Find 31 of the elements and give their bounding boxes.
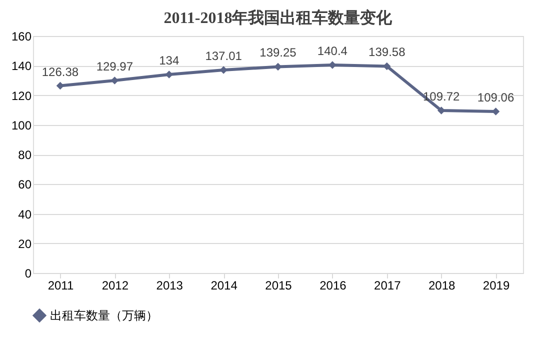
y-tick-label: 100 xyxy=(11,118,32,132)
data-label: 126.38 xyxy=(42,64,79,79)
point xyxy=(220,66,228,74)
y-tick-label: 80 xyxy=(18,148,32,162)
x-tick-label: 2018 xyxy=(428,278,456,292)
x-tick-label: 2013 xyxy=(156,278,184,292)
y-tick-label: 60 xyxy=(18,178,32,192)
data-label: 139.58 xyxy=(368,45,406,60)
data-label: 134 xyxy=(159,54,180,68)
data-label: 129.97 xyxy=(96,59,134,74)
data-label: 137.01 xyxy=(205,49,242,64)
y-tick-label: 40 xyxy=(18,207,32,222)
y-tick-label: 160 xyxy=(11,30,32,44)
point xyxy=(165,70,173,78)
x-tick-label: 2019 xyxy=(482,278,510,292)
x-tick-label: 2012 xyxy=(102,278,129,292)
y-tick-label: 0 xyxy=(24,266,32,280)
x-tick-label: 2011 xyxy=(48,278,74,292)
x-tick-label: 2017 xyxy=(374,278,402,292)
chart-title: 2011-2018年我国出租车数量变化 xyxy=(164,9,394,27)
y-tick-label: 20 xyxy=(18,236,32,251)
x-tick-label: 2016 xyxy=(320,278,347,292)
data-label: 140.4 xyxy=(317,44,348,58)
data-label: 109.06 xyxy=(477,90,514,104)
point xyxy=(383,62,391,70)
legend-label: 出租车数量（万辆） xyxy=(50,308,158,322)
x-tick-label: 2014 xyxy=(210,278,238,292)
x-tick-label: 2015 xyxy=(265,278,292,292)
y-tick-label: 140 xyxy=(11,59,32,74)
data-label: 139.25 xyxy=(260,46,297,60)
y-tick-label: 120 xyxy=(11,88,32,103)
